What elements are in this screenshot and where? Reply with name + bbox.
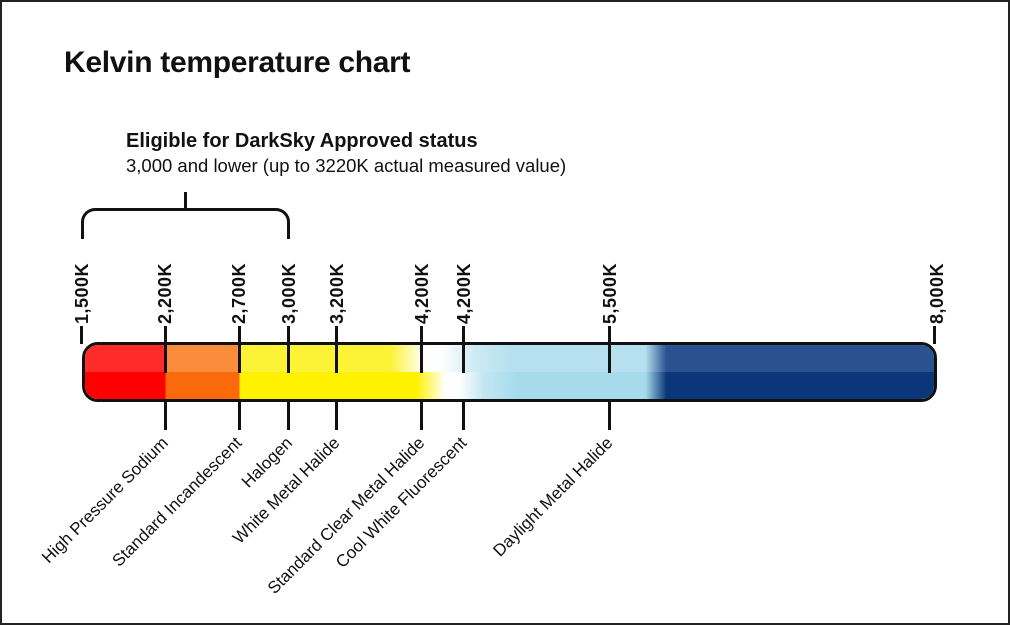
- kelvin-tick-label: 4,200K: [412, 262, 432, 324]
- darksky-range-bracket: [81, 208, 290, 239]
- darksky-callout: Eligible for DarkSky Approved status 3,0…: [126, 129, 566, 177]
- kelvin-tick-label-wrap: 4,200K: [449, 230, 479, 324]
- chart-title: Kelvin temperature chart: [64, 46, 411, 79]
- tick-mark-top: [933, 326, 936, 344]
- light-source-label: Standard Incandescent: [108, 433, 246, 571]
- kelvin-tick-label-wrap: 3,200K: [322, 230, 352, 324]
- kelvin-tick-label-wrap: 5,500K: [595, 230, 625, 324]
- tick-mark-top: [164, 326, 167, 373]
- gradient-base-band: [85, 372, 934, 399]
- tick-mark-bottom: [164, 401, 167, 430]
- tick-mark-top: [335, 326, 338, 373]
- kelvin-tick-label-wrap: 2,700K: [224, 230, 254, 324]
- kelvin-tick-label-wrap: 1,500K: [67, 230, 97, 324]
- kelvin-tick-label: 8,000K: [927, 262, 947, 324]
- tick-mark-top: [608, 326, 611, 373]
- kelvin-tick-label: 2,200K: [155, 262, 175, 324]
- kelvin-tick-label-wrap: 4,200K: [407, 230, 437, 324]
- kelvin-tick-label: 5,500K: [600, 262, 620, 324]
- tick-mark-top: [462, 326, 465, 373]
- temperature-gradient-bar: [82, 342, 937, 402]
- kelvin-tick-label-wrap: 2,200K: [150, 230, 180, 324]
- tick-mark-bottom: [335, 401, 338, 430]
- tick-mark-bottom: [608, 401, 611, 430]
- light-source-label: High Pressure Sodium: [38, 433, 172, 567]
- kelvin-tick-label: 1,500K: [72, 262, 92, 324]
- kelvin-tick-label: 2,700K: [229, 262, 249, 324]
- kelvin-tick-label: 3,200K: [327, 262, 347, 324]
- light-source-label: Standard Clear Metal Halide: [264, 433, 429, 598]
- callout-subheading: 3,000 and lower (up to 3220K actual meas…: [126, 155, 567, 176]
- tick-mark-bottom: [238, 401, 241, 430]
- callout-heading: Eligible for DarkSky Approved status: [126, 130, 478, 152]
- tick-mark-bottom: [287, 401, 290, 430]
- kelvin-tick-label-wrap: 3,000K: [274, 230, 304, 324]
- tick-mark-top: [287, 326, 290, 373]
- tick-mark-bottom: [420, 401, 423, 430]
- tick-mark-top: [238, 326, 241, 373]
- kelvin-tick-label-wrap: 8,000K: [922, 230, 952, 324]
- tick-mark-top: [420, 326, 423, 373]
- tick-mark-top: [80, 326, 83, 344]
- gradient-highlight-band: [85, 345, 934, 372]
- kelvin-tick-label: 4,200K: [454, 262, 474, 324]
- light-source-label: Daylight Metal Halide: [489, 433, 617, 561]
- tick-mark-bottom: [462, 401, 465, 430]
- bracket-stem: [184, 192, 187, 210]
- kelvin-tick-label: 3,000K: [279, 262, 299, 324]
